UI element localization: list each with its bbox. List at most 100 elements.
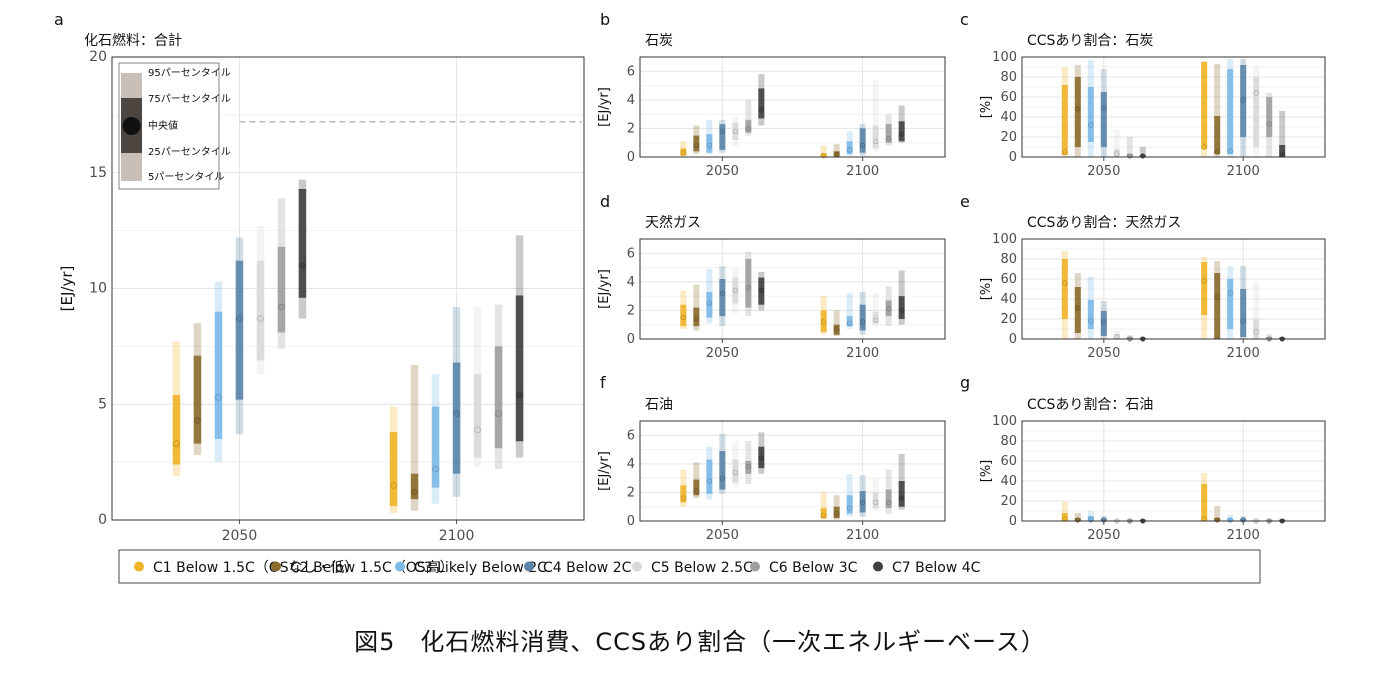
median-point	[1088, 318, 1094, 324]
x-tick-label: 2050	[1087, 346, 1120, 361]
bar-c-2100-c3	[1227, 59, 1234, 157]
bar-a-2050-c1	[172, 341, 181, 477]
range-5-95	[1279, 111, 1286, 157]
median-point	[758, 287, 765, 294]
median-point	[745, 464, 752, 470]
bar-c-2050-c6	[1126, 137, 1133, 159]
median-point	[1088, 122, 1094, 128]
bar-e-2050-c3	[1087, 277, 1094, 339]
legend-item-c4: C4 Below 2C	[524, 560, 632, 576]
median-point	[1101, 319, 1107, 325]
range-25-75	[235, 260, 244, 400]
bar-f-2050-c4	[719, 433, 726, 494]
bar-f-2100-c3	[846, 473, 853, 517]
range-5-95	[1074, 513, 1081, 521]
median-point	[693, 142, 700, 149]
bar-c-2100-c2	[1214, 64, 1221, 157]
bar-e-2050-c5	[1113, 331, 1120, 340]
legend-swatch	[873, 561, 883, 572]
y-axis-label: [EJ/yr]	[597, 87, 612, 127]
median-point	[872, 499, 879, 506]
median-point	[680, 150, 687, 156]
median-point	[236, 315, 243, 322]
range-25-75	[719, 124, 726, 150]
panel-letter-c: c	[960, 10, 969, 29]
median-point	[885, 306, 892, 312]
inset-legend-p5: 5パーセンタイル	[148, 171, 224, 183]
bar-a-2050-c4	[235, 237, 244, 435]
panel-b: b 石炭 0 2 4 6 2050 2100 [EJ/yr]	[597, 10, 946, 179]
range-25-75	[1253, 319, 1260, 339]
y-tick-label: 6	[627, 428, 635, 443]
median-point	[194, 417, 201, 424]
bar-a-2050-c5	[256, 225, 265, 375]
bar-d-2050-c6	[745, 251, 752, 317]
median-point	[1075, 517, 1081, 523]
median-point	[516, 391, 523, 399]
bar-f-2050-c3	[706, 446, 713, 500]
median-point	[390, 481, 397, 489]
median-point	[1253, 90, 1259, 96]
range-25-75	[494, 346, 503, 449]
median-point	[453, 410, 460, 417]
bar-d-2050-c3	[706, 269, 713, 324]
range-5-95	[1126, 137, 1133, 157]
y-axis-label: [EJ/yr]	[597, 451, 612, 491]
median-point	[1266, 121, 1272, 127]
range-5-95	[1214, 64, 1221, 157]
bar-a-2100-c7	[515, 235, 524, 458]
legend-label: C4 Below 2C	[543, 560, 632, 576]
bar-c-2100-c1	[1201, 61, 1208, 157]
bar-c-2050-c2	[1074, 65, 1081, 157]
bar-d-2100-c4	[859, 291, 866, 335]
y-tick-label: 15	[89, 165, 107, 181]
bar-f-2100-c1	[820, 492, 827, 520]
y-tick-label: 20	[1000, 312, 1017, 327]
range-5-95	[1061, 502, 1068, 521]
median-point	[1075, 106, 1081, 112]
range-25-75	[1240, 289, 1247, 337]
y-tick-label: 40	[1000, 110, 1017, 125]
range-25-75	[1214, 116, 1221, 154]
bar-d-2100-c7	[898, 270, 905, 325]
legend-item-c5: C5 Below 2.5C	[632, 560, 753, 576]
range-25-75	[1266, 97, 1273, 137]
bar-f-2100-c2	[833, 495, 840, 520]
range-25-75	[1201, 262, 1208, 315]
legend-item-c7: C7 Below 4C	[873, 560, 981, 576]
y-tick-label: 20	[1000, 494, 1017, 509]
median-point	[1140, 153, 1146, 159]
bar-b-2100-c1	[820, 145, 827, 159]
range-25-75	[1201, 484, 1208, 521]
median-point	[1088, 517, 1094, 523]
plot-frame-g	[1021, 420, 1326, 522]
plot-area-d	[640, 239, 945, 339]
bar-e-2100-c4	[1240, 266, 1247, 339]
bar-e-2100-c6	[1266, 334, 1273, 342]
median-point	[833, 326, 840, 332]
bar-f-2100-c4	[859, 475, 866, 517]
range-25-75	[872, 125, 879, 149]
legend-label: C1 Below 1.5C（OSなし・低）	[153, 560, 359, 576]
y-axis-label: [%]	[979, 96, 994, 119]
range-25-75	[859, 128, 866, 153]
median-point	[1114, 151, 1120, 157]
y-tick-label: 100	[992, 414, 1017, 429]
legend-label: C6 Below 3C	[769, 560, 858, 576]
range-5-95	[872, 79, 879, 152]
median-point	[299, 262, 306, 269]
bar-e-2100-c3	[1227, 266, 1234, 339]
bar-d-2050-c7	[758, 271, 765, 311]
median-point	[885, 499, 892, 506]
y-tick-label: 6	[627, 246, 635, 261]
bar-d-2100-c3	[846, 293, 853, 329]
y-tick-label: 0	[627, 150, 635, 165]
bar-e-2050-c4	[1100, 301, 1107, 339]
y-axis-label: [EJ/yr]	[58, 266, 76, 312]
median-point	[680, 314, 687, 321]
y-axis-label: [EJ/yr]	[597, 269, 612, 309]
range-25-75	[256, 260, 265, 361]
range-25-75	[1227, 279, 1234, 329]
